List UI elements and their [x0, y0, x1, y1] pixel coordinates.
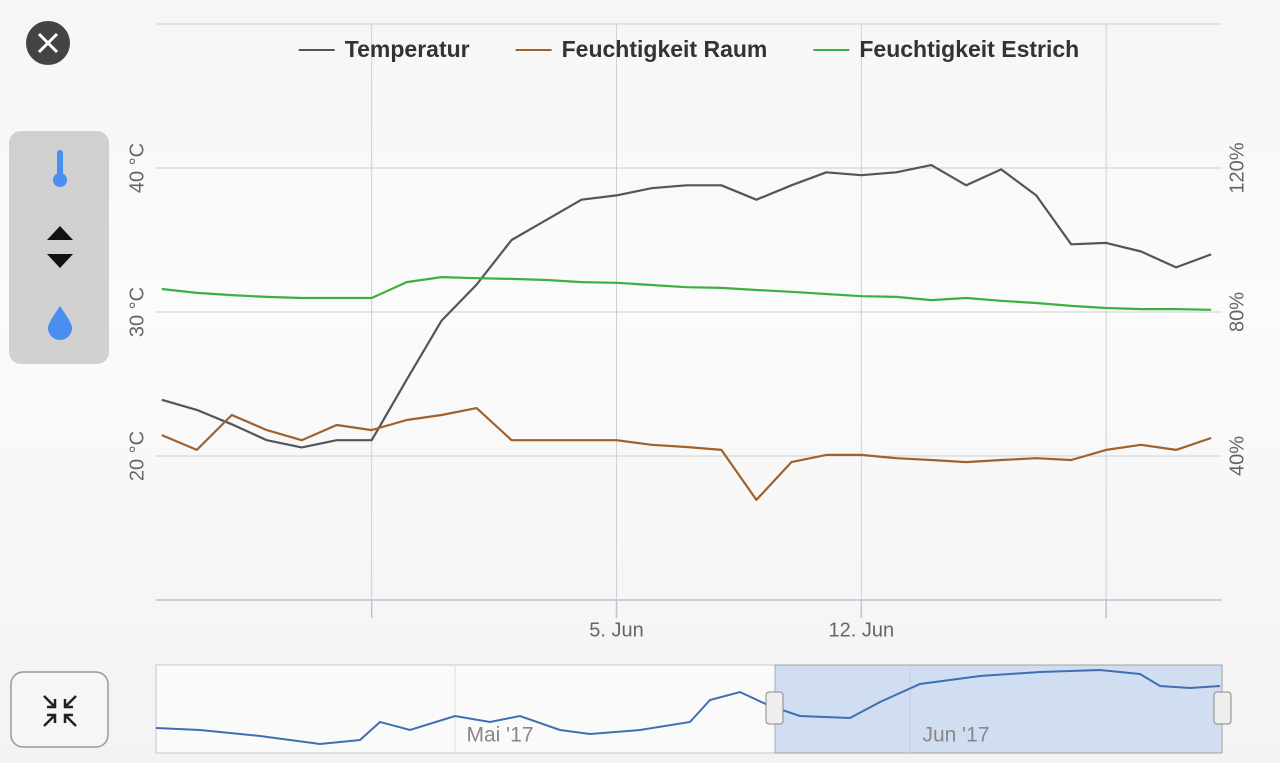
- y2-tick-label: 120%: [1226, 142, 1248, 193]
- series-line: [161, 276, 1212, 311]
- series-line: [161, 407, 1212, 501]
- legend-label: Feuchtigkeit Raum: [562, 36, 768, 62]
- legend-label: Feuchtigkeit Estrich: [859, 36, 1079, 62]
- y-tick-label: 30 °C: [126, 287, 148, 337]
- series-line: [161, 164, 1212, 449]
- sensor-toggle[interactable]: [9, 131, 109, 364]
- y2-tick-label: 80%: [1226, 292, 1248, 332]
- navigator-label: Mai '17: [466, 724, 533, 747]
- y2-tick-label: 40%: [1226, 436, 1248, 476]
- collapse-button[interactable]: [10, 671, 109, 748]
- navigator-label: Jun '17: [922, 724, 989, 747]
- navigator[interactable]: Mai '17 Jun '17: [155, 664, 1232, 754]
- plot: 20 °C 30 °C 40 °C 40% 80% 120% 5. Jun 12. Jun: [126, 23, 1248, 641]
- x-tick-label: 5. Jun: [589, 619, 643, 641]
- legend-label: Temperatur: [345, 36, 470, 62]
- x-tick-label: 12. Jun: [829, 619, 895, 641]
- y-tick-label: 40 °C: [126, 143, 148, 193]
- legend: Temperatur Feuchtigkeit Raum Feuchtigkeit …: [298, 36, 1079, 62]
- close-button[interactable]: [26, 21, 70, 65]
- y-tick-label: 20 °C: [126, 431, 148, 481]
